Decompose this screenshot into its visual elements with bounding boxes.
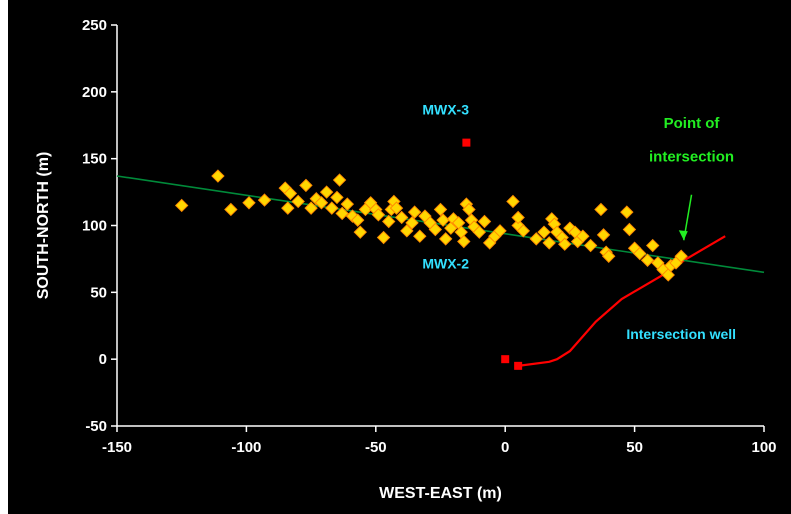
x-tick-label: -100	[231, 439, 261, 456]
x-tick-label: -150	[102, 439, 132, 456]
x-tick-label: 0	[501, 439, 509, 456]
data-point	[283, 186, 298, 201]
y-tick-label: 50	[90, 284, 107, 301]
data-point	[281, 201, 295, 215]
data-point	[340, 197, 355, 211]
data-point	[472, 225, 487, 239]
annotation-mwx-3: MWX-3	[422, 102, 469, 118]
data-point	[314, 196, 329, 210]
annotation-intersection: intersection	[649, 148, 734, 165]
data-point	[433, 202, 448, 217]
annotation-intersection-well: Intersection well	[626, 326, 736, 342]
data-point	[633, 246, 647, 261]
y-tick-label: -50	[85, 418, 107, 435]
data-point	[457, 234, 471, 249]
data-point	[576, 229, 590, 243]
data-point	[428, 222, 443, 237]
data-point	[583, 238, 598, 253]
data-point	[394, 210, 409, 225]
y-axis-title: SOUTH-NORTH (m)	[35, 152, 52, 300]
y-tick-label: 100	[82, 218, 107, 235]
y-tick-label: 200	[82, 84, 107, 101]
x-tick-label: 50	[626, 439, 643, 456]
data-point	[330, 190, 344, 205]
data-point	[506, 194, 520, 209]
data-point	[477, 214, 492, 229]
chart-frame: -50 0 50 100 150 200 250 -150 -100 -50 0 50 100 WEST-…	[8, 0, 791, 514]
well-point	[501, 355, 510, 364]
data-point	[444, 221, 458, 235]
data-point	[674, 249, 688, 263]
y-tick-label: 0	[99, 351, 107, 368]
data-point	[304, 201, 318, 215]
data-point	[436, 213, 450, 227]
data-point	[242, 196, 256, 210]
x-axis-title: WEST-EAST (m)	[379, 485, 502, 502]
annotation-mwx-2: MWX-2	[422, 255, 469, 271]
well-point	[514, 361, 523, 370]
data-point	[594, 202, 608, 217]
x-tick-label: -50	[365, 439, 387, 456]
data-point	[299, 178, 313, 193]
data-point	[319, 185, 334, 199]
data-point	[529, 232, 543, 246]
data-point	[640, 253, 655, 267]
pointer-arrow-head	[678, 230, 688, 241]
data-point	[405, 216, 419, 230]
mwx3-point	[462, 138, 471, 147]
data-point	[602, 249, 616, 263]
data-point	[353, 225, 367, 239]
data-point	[516, 224, 531, 238]
data-point	[400, 224, 414, 238]
data-point	[542, 236, 556, 250]
data-point	[596, 228, 611, 242]
data-point	[511, 210, 525, 225]
data-point	[537, 225, 551, 239]
y-tick-label: 150	[82, 151, 107, 168]
data-point	[493, 224, 507, 238]
data-point	[224, 202, 238, 217]
annotation-point-of: Point of	[664, 115, 721, 132]
data-point	[335, 206, 349, 221]
x-tick-label: 100	[751, 439, 776, 456]
intersection-well-line	[517, 235, 726, 367]
data-point	[646, 238, 660, 253]
data-point	[350, 213, 365, 227]
data-point	[389, 201, 404, 215]
data-point	[211, 169, 225, 183]
data-point	[376, 230, 391, 245]
data-point	[413, 229, 427, 243]
data-point	[371, 208, 386, 222]
data-point	[622, 222, 637, 237]
scatter-chart: -50 0 50 100 150 200 250 -150 -100 -50 0 50 100 WEST-…	[35, 17, 777, 502]
data-point	[407, 205, 422, 219]
data-point	[382, 214, 396, 229]
data-point	[558, 237, 572, 251]
data-point	[291, 194, 305, 209]
data-point	[462, 202, 476, 217]
data-point	[174, 198, 189, 213]
data-point	[438, 232, 453, 246]
data-point	[620, 205, 634, 219]
y-tick-label: 250	[82, 17, 107, 34]
data-point	[332, 173, 347, 187]
data-point	[325, 201, 339, 215]
data-point	[661, 268, 675, 282]
data-point	[257, 193, 272, 207]
